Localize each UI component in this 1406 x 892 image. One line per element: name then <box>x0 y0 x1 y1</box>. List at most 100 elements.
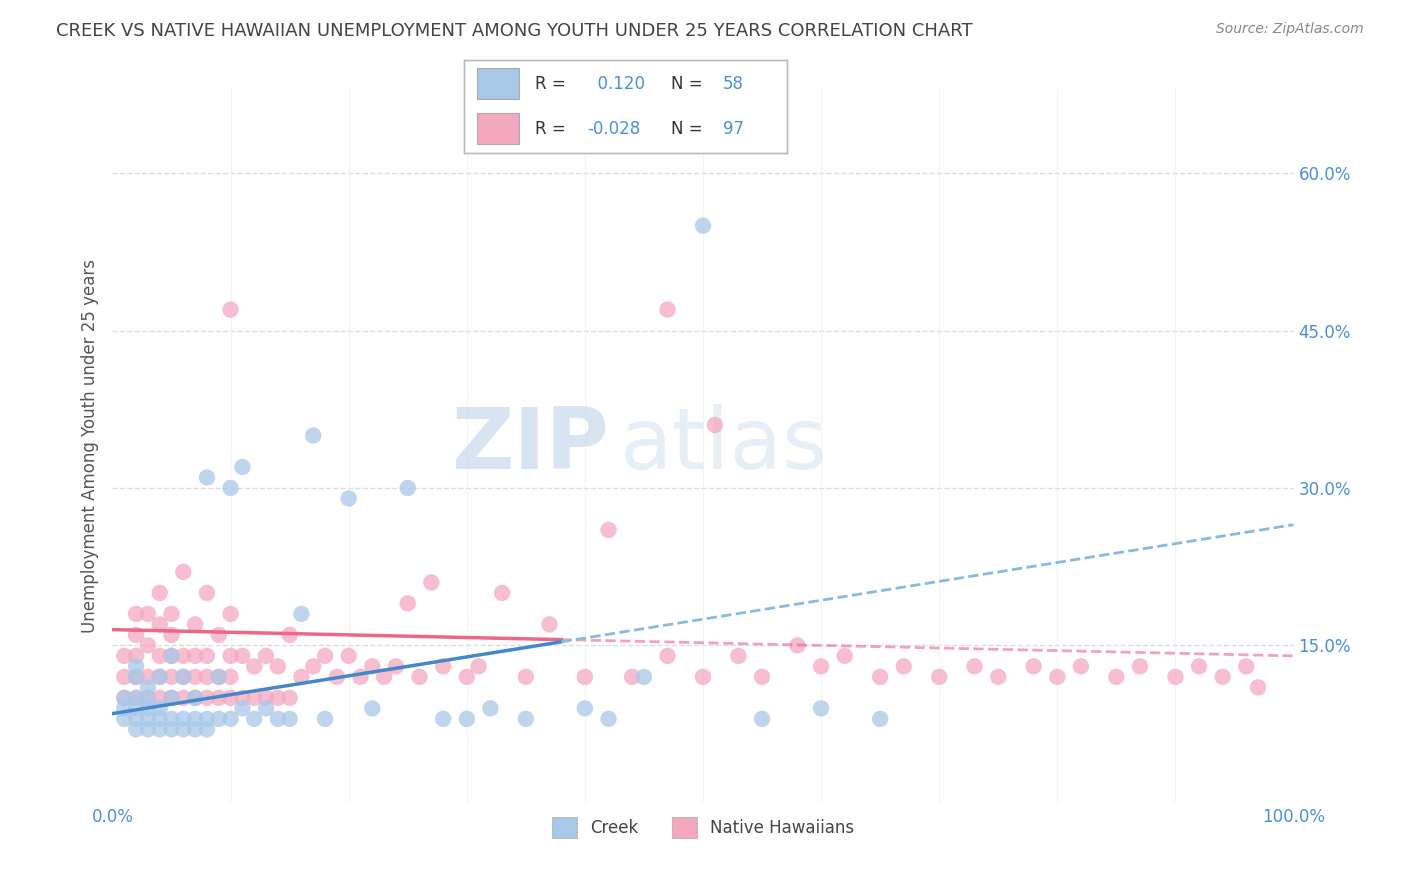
Point <box>160 690 183 705</box>
Point <box>243 659 266 673</box>
Point <box>727 648 749 663</box>
Text: R =: R = <box>536 75 571 93</box>
Point <box>1022 659 1045 673</box>
Point <box>243 712 266 726</box>
Point <box>195 470 218 484</box>
Point <box>869 712 891 726</box>
Point <box>243 690 266 705</box>
Point <box>538 617 561 632</box>
Point <box>290 670 312 684</box>
Point <box>149 701 172 715</box>
Point <box>172 565 194 579</box>
Point <box>278 712 301 726</box>
Text: N =: N = <box>671 120 707 137</box>
Point <box>184 723 207 737</box>
Point <box>987 670 1010 684</box>
Text: -0.028: -0.028 <box>586 120 640 137</box>
Point <box>149 648 172 663</box>
Point <box>125 690 148 705</box>
Text: N =: N = <box>671 75 707 93</box>
Point <box>172 690 194 705</box>
Point <box>267 659 290 673</box>
Point <box>136 681 159 695</box>
Point <box>160 670 183 684</box>
Point <box>219 481 242 495</box>
Point <box>125 659 148 673</box>
Point <box>219 302 242 317</box>
Point <box>195 723 218 737</box>
Point <box>195 712 218 726</box>
Point <box>172 723 194 737</box>
Point <box>834 648 856 663</box>
Point <box>278 628 301 642</box>
Point <box>396 481 419 495</box>
Point <box>314 648 336 663</box>
Point <box>112 648 135 663</box>
Point <box>254 648 277 663</box>
Point <box>598 712 620 726</box>
Point <box>657 648 679 663</box>
Point <box>184 690 207 705</box>
Point <box>149 723 172 737</box>
Point <box>598 523 620 537</box>
Point <box>574 701 596 715</box>
Y-axis label: Unemployment Among Youth under 25 years: Unemployment Among Youth under 25 years <box>80 259 98 633</box>
Text: atlas: atlas <box>620 404 828 488</box>
Point <box>1046 670 1069 684</box>
Point <box>136 690 159 705</box>
Point <box>337 491 360 506</box>
Point <box>136 607 159 621</box>
Point <box>149 690 172 705</box>
Point <box>290 607 312 621</box>
Point <box>692 670 714 684</box>
Point <box>231 701 253 715</box>
Point <box>160 723 183 737</box>
Point <box>195 648 218 663</box>
Point <box>184 648 207 663</box>
Point <box>302 428 325 442</box>
Point <box>515 670 537 684</box>
Point <box>751 712 773 726</box>
Point <box>479 701 502 715</box>
Point <box>302 659 325 673</box>
Point <box>408 670 430 684</box>
Point <box>361 701 384 715</box>
Point <box>337 648 360 663</box>
Point <box>219 712 242 726</box>
Point <box>456 670 478 684</box>
Point <box>208 670 231 684</box>
Point <box>254 690 277 705</box>
Point <box>195 690 218 705</box>
Point <box>184 712 207 726</box>
Point <box>172 670 194 684</box>
Point <box>420 575 443 590</box>
Point <box>1070 659 1092 673</box>
Point <box>125 712 148 726</box>
Point <box>219 607 242 621</box>
Point <box>963 659 986 673</box>
Point <box>125 607 148 621</box>
Point <box>184 670 207 684</box>
Point <box>172 712 194 726</box>
Point <box>136 670 159 684</box>
Point <box>149 670 172 684</box>
Text: R =: R = <box>536 120 571 137</box>
Point <box>112 690 135 705</box>
Point <box>136 701 159 715</box>
Point <box>149 712 172 726</box>
Point <box>160 712 183 726</box>
Point <box>136 723 159 737</box>
Point <box>208 628 231 642</box>
Text: CREEK VS NATIVE HAWAIIAN UNEMPLOYMENT AMONG YOUTH UNDER 25 YEARS CORRELATION CHA: CREEK VS NATIVE HAWAIIAN UNEMPLOYMENT AM… <box>56 22 973 40</box>
Point <box>869 670 891 684</box>
Text: 0.120: 0.120 <box>586 75 645 93</box>
Point <box>621 670 644 684</box>
Point <box>326 670 349 684</box>
Point <box>432 712 454 726</box>
Point <box>1234 659 1257 673</box>
Point <box>125 670 148 684</box>
Point <box>574 670 596 684</box>
Point <box>231 648 253 663</box>
Point <box>112 670 135 684</box>
Point <box>786 639 808 653</box>
